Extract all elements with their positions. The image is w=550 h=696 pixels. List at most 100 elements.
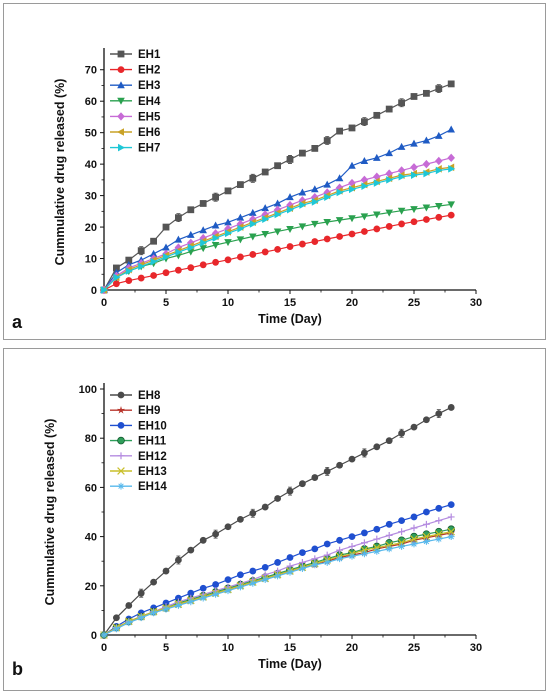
- chart-a-point-eh3: [149, 249, 158, 257]
- chart-b-point-eh14: [410, 540, 418, 548]
- chart-a-point-eh7: [274, 210, 282, 219]
- chart-b-legend-marker-eh13: [117, 467, 125, 475]
- chart-a-point-eh2: [237, 253, 244, 261]
- chart-a-point-eh7: [373, 179, 381, 187]
- chart-a-point-eh4: [311, 220, 319, 228]
- chart-b-point-eh14: [423, 538, 430, 545]
- chart-a-point-eh2: [162, 269, 170, 277]
- chart-a-point-eh7: [324, 193, 332, 201]
- chart-a-point-eh2: [249, 251, 257, 258]
- chart-a-point-eh3: [298, 188, 307, 196]
- chart-a-point-eh4: [335, 217, 344, 225]
- chart-b-point-eh14: [162, 605, 170, 613]
- chart-a-point-eh2: [435, 213, 443, 221]
- chart-a-point-eh1: [286, 156, 294, 163]
- chart-b-point-eh14: [447, 533, 455, 540]
- chart-a-point-eh5: [435, 156, 443, 166]
- chart-b-point-eh14: [137, 614, 145, 622]
- chart-a-point-eh2: [137, 274, 145, 282]
- chart-b-legend-label-eh13: EH13: [138, 466, 167, 478]
- chart-a-series-eh1: [100, 80, 455, 294]
- chart-a-point-eh3: [385, 149, 393, 157]
- chart-a-x-tick-label: 10: [222, 297, 234, 309]
- chart-b-point-eh14: [435, 535, 443, 543]
- chart-a-point-eh3: [348, 161, 356, 169]
- chart-b-y-tick-label: 60: [85, 482, 97, 494]
- chart-b-point-eh12: [373, 535, 381, 543]
- chart-a-point-eh3: [435, 131, 443, 139]
- chart-a-legend-label-eh4: EH4: [138, 96, 161, 108]
- chart-b-point-eh14: [125, 619, 133, 627]
- chart-b-point-eh8: [125, 602, 133, 609]
- chart-a-point-eh3: [311, 185, 319, 193]
- chart-a-point-eh2: [187, 264, 195, 272]
- chart-b-point-eh14: [299, 565, 306, 572]
- chart-b-point-eh8: [175, 556, 182, 564]
- chart-b-x-tick-label: 15: [284, 642, 296, 654]
- chart-a-point-eh1: [274, 162, 281, 170]
- chart-b-legend-marker-eh14: [117, 482, 125, 490]
- chart-b-point-eh14: [274, 572, 281, 580]
- chart-a-point-eh2: [447, 211, 455, 219]
- chart-a-point-eh5: [335, 183, 344, 192]
- chart-a-point-eh1: [125, 256, 133, 264]
- chart-a-legend-label-eh7: EH7: [138, 143, 160, 155]
- chart-a-legend-marker-eh2: [117, 66, 125, 73]
- chart-b-point-eh12: [286, 562, 294, 570]
- chart-a-point-eh5: [199, 233, 207, 243]
- chart-b-point-eh12: [423, 520, 430, 528]
- chart-a-point-eh2: [199, 261, 207, 269]
- chart-b-y-tick-label: 20: [85, 581, 97, 593]
- chart-a-point-eh7: [262, 215, 270, 223]
- chart-b-point-eh14: [199, 594, 207, 602]
- chart-a-point-eh5: [360, 175, 369, 185]
- chart-b-legend-label-eh10: EH10: [138, 420, 167, 432]
- chart-a-point-eh3: [224, 218, 232, 226]
- chart-b-point-eh8: [373, 443, 381, 451]
- chart-a-point-eh7: [386, 176, 394, 184]
- chart-a-y-tick-label: 30: [85, 191, 97, 203]
- chart-a-point-eh7: [287, 205, 294, 214]
- chart-a-point-eh7: [448, 165, 456, 173]
- chart-b-point-eh13: [434, 530, 443, 538]
- chart-a-point-eh3: [249, 208, 257, 216]
- chart-b-point-eh10: [187, 589, 195, 597]
- chart-a-point-eh1: [175, 214, 182, 222]
- chart-b-point-eh14: [373, 547, 381, 555]
- chart-b-point-eh14: [348, 552, 356, 560]
- chart-a-point-eh1: [237, 181, 244, 188]
- chart-a-point-eh1: [323, 137, 331, 144]
- chart-b-point-eh8: [361, 449, 368, 457]
- chart-a-point-eh1: [423, 89, 430, 97]
- chart-b-legend-marker-eh8: [117, 391, 125, 399]
- chart-a-y-tick-label: 20: [85, 222, 97, 234]
- chart-a-point-eh3: [410, 139, 418, 147]
- chart-a-point-eh7: [175, 248, 183, 257]
- chart-b-point-eh10: [311, 545, 319, 553]
- chart-a-point-eh7: [435, 166, 443, 175]
- chart-a-point-eh2: [323, 235, 331, 243]
- chart-a-point-eh4: [286, 225, 294, 233]
- chart-a-point-eh1: [348, 124, 356, 132]
- chart-a-point-eh1: [261, 168, 269, 176]
- chart-b-point-eh8: [336, 461, 343, 469]
- chart-b-point-eh10: [199, 584, 207, 592]
- chart-b-point-eh8: [348, 455, 356, 463]
- chart-b-point-eh10: [423, 508, 430, 516]
- chart-a-point-eh4: [348, 215, 356, 223]
- chart-a-panel-label: a: [12, 312, 23, 332]
- chart-b-point-eh12: [311, 555, 319, 563]
- chart-a-legend-marker-eh5: [117, 112, 125, 121]
- chart-b-point-eh13: [422, 532, 431, 541]
- chart-b-point-eh8: [423, 416, 430, 424]
- chart-a-point-eh7: [113, 273, 121, 282]
- chart-a-point-eh1: [162, 223, 170, 231]
- chart-b-y-tick-label: 100: [79, 384, 97, 396]
- chart-a-point-eh2: [311, 238, 319, 245]
- chart-b-point-eh12: [299, 559, 306, 566]
- chart-a-point-eh4: [224, 239, 232, 247]
- chart-a-point-eh1: [212, 193, 219, 201]
- chart-b-x-tick-label: 5: [163, 642, 169, 654]
- chart-a-point-eh3: [335, 174, 344, 182]
- chart-b-point-eh8: [237, 515, 244, 523]
